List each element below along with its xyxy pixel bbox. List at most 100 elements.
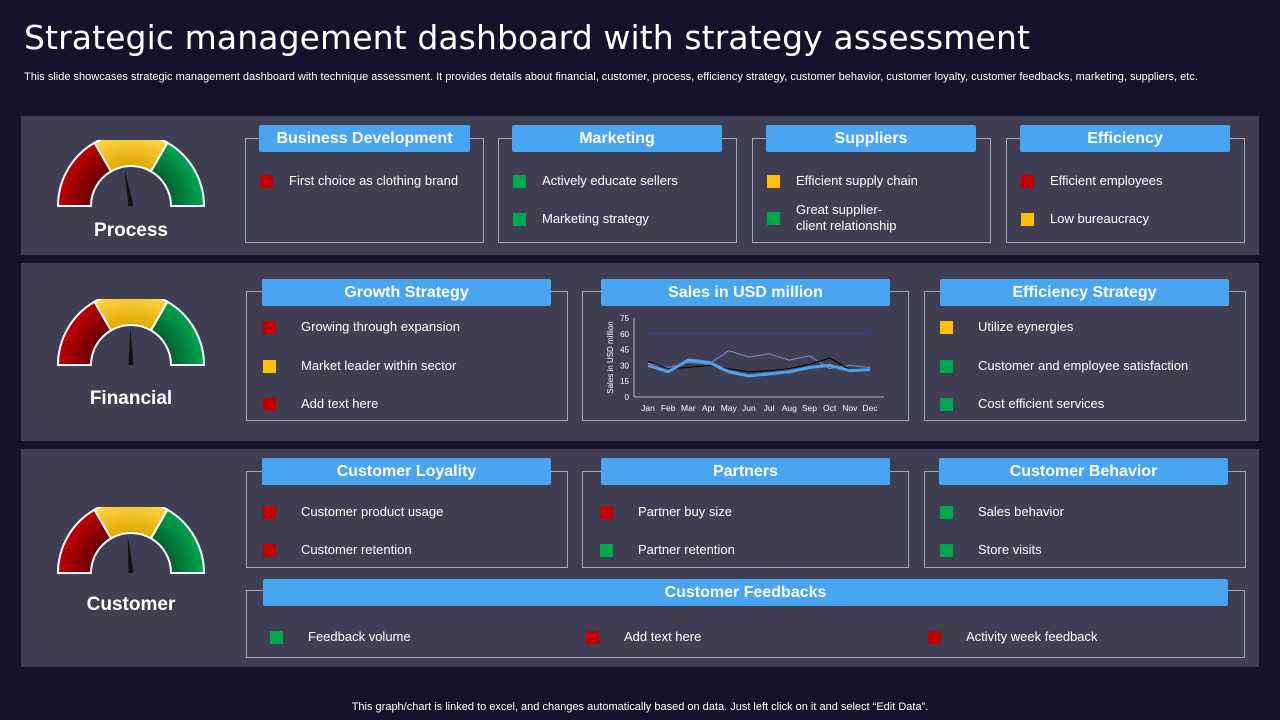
box-suppliers: Efficient supply chain Great supplier- c… [752,138,991,243]
item-label: Great supplier- [796,202,882,217]
chart-x-tick-label: May [721,403,738,413]
header-customer-feedbacks: Customer Feedbacks [263,579,1228,606]
header-growth-strategy: Growth Strategy [262,279,551,306]
box-efficiency: Efficient employees Low bureaucracy [1006,138,1245,243]
financial-gauge[interactable] [21,291,241,369]
header-partners: Partners [601,458,890,485]
status-green-icon [270,630,283,644]
item-label: Partner retention [638,542,735,557]
status-yellow-icon [1021,212,1034,226]
chart-x-tick-label: Jul [764,403,775,413]
box-sales-chart: 0 15 30 45 60 75 Jan Feb Mar Apr May Jun Jul Aug Sep Oc… [582,291,909,421]
header-sales-chart: Sales in USD million [601,279,890,306]
status-green-icon [940,505,953,519]
item-first-choice: First choice as clothing brand [260,173,458,189]
status-green-icon [767,211,780,225]
status-red-icon [263,320,276,334]
item-label: Marketing strategy [542,211,649,226]
status-red-icon [1021,174,1034,188]
chart-x-tick-label: Aug [782,403,797,413]
item-label: Efficient supply chain [796,173,918,188]
financial-label: Financial [89,388,173,409]
chart-x-tick-label: Feb [661,403,676,413]
item-label: Add text here [301,396,379,411]
status-green-icon [940,359,953,373]
item-supply-chain: Efficient supply chain [767,173,918,189]
chart-y-tick-label: 60 [620,330,629,339]
item-label-line2: client relationship [796,218,897,233]
chart-y-tick-label: 0 [625,393,630,402]
item-label: Growing through expansion [301,319,460,334]
status-red-icon [928,630,941,644]
item-feedback-volume: Feedback volume [270,629,411,645]
status-green-icon [513,212,526,226]
item-add-text-feedback: Add text here [586,629,701,645]
box-efficiency-strategy: Utilize eynergies Customer and employee … [924,291,1246,421]
item-label: Efficient employees [1050,173,1163,188]
chart-series-line-2 [647,357,871,373]
chart-x-tick-label: Dec [862,403,878,413]
header-efficiency: Efficiency [1020,125,1230,152]
item-supplier-relationship: Great supplier- client relationship [767,202,896,234]
chart-x-tick-label: Jun [742,403,756,413]
status-red-icon [263,543,276,557]
process-label: Process [94,220,168,241]
item-store-visits: Store visits [940,542,1042,558]
status-red-icon [260,174,273,188]
box-business-development: First choice as clothing brand [245,138,484,243]
item-partner-buy-size: Partner buy size [600,504,732,520]
process-panel: Process First choice as clothing brand B… [21,116,1259,255]
box-partners: Partner buy size Partner retention [582,471,909,568]
header-suppliers: Suppliers [766,125,976,152]
financial-panel: Financial Growing through expansion Mark… [21,263,1259,441]
item-marketing-strategy: Marketing strategy [513,211,649,227]
chart-x-tick-label: Jan [641,403,655,413]
item-label: Market leader within sector [301,358,457,373]
status-red-icon [263,397,276,411]
page-title: Strategic management dashboard with stra… [24,18,1031,57]
chart-x-tick-label: Mar [681,403,696,413]
item-label: Customer and employee satisfaction [978,358,1189,373]
gauge-green-segment [149,141,206,207]
item-add-text: Add text here [263,396,378,412]
customer-label: Customer [86,594,176,615]
status-green-icon [940,543,953,557]
chart-y-tick-label: 30 [620,361,629,370]
item-partner-retention: Partner retention [600,542,735,558]
header-efficiency-strategy: Efficiency Strategy [940,279,1229,306]
item-label: Customer retention [301,542,412,557]
header-customer-behavior: Customer Behavior [939,458,1228,485]
customer-panel: Customer Customer product usage Customer… [21,449,1259,667]
customer-gauge[interactable] [21,499,241,577]
item-sales-behavior: Sales behavior [940,504,1064,520]
sales-line-chart[interactable]: 0 15 30 45 60 75 Jan Feb Mar Apr May Jun Jul Aug Sep Oc… [583,292,908,420]
process-gauge[interactable] [21,132,241,210]
box-customer-loyality: Customer product usage Customer retentio… [246,471,568,568]
chart-x-tick-label: Sep [802,403,817,413]
item-customer-retention: Customer retention [263,542,412,558]
item-educate-sellers: Actively educate sellers [513,173,678,189]
gauge-green-segment [149,300,206,366]
item-utilize-eynergies: Utilize eynergies [940,319,1073,335]
item-label: Utilize eynergies [978,319,1074,334]
customer-gauge-icon [56,499,206,574]
chart-y-tick-label: 15 [620,377,629,386]
item-label: Activity week feedback [966,629,1098,644]
item-label: Sales behavior [978,504,1064,519]
item-label: First choice as clothing brand [289,173,459,188]
item-label: Store visits [978,542,1042,557]
chart-series-line-1 [647,358,871,378]
chart-x-tick-label: Nov [842,403,858,413]
item-growing-expansion: Growing through expansion [263,319,460,335]
item-label: Cost efficient services [978,396,1105,411]
status-red-icon [600,505,613,519]
item-cost-efficient: Cost efficient services [940,396,1104,412]
item-efficient-employees: Efficient employees [1021,173,1163,189]
item-label: Partner buy size [638,504,732,519]
financial-gauge-icon [56,291,206,366]
chart-x-tick-label: Oct [823,403,837,413]
header-business-development: Business Development [259,125,470,152]
status-green-icon [600,543,613,557]
item-market-leader: Market leader within sector [263,358,456,374]
item-product-usage: Customer product usage [263,504,443,520]
